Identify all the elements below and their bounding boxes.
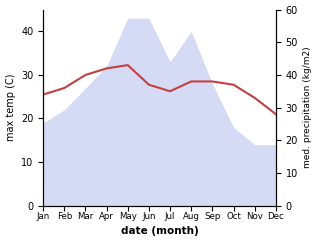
Y-axis label: med. precipitation (kg/m2): med. precipitation (kg/m2) [303,47,313,168]
X-axis label: date (month): date (month) [121,227,198,236]
Y-axis label: max temp (C): max temp (C) [5,74,16,141]
